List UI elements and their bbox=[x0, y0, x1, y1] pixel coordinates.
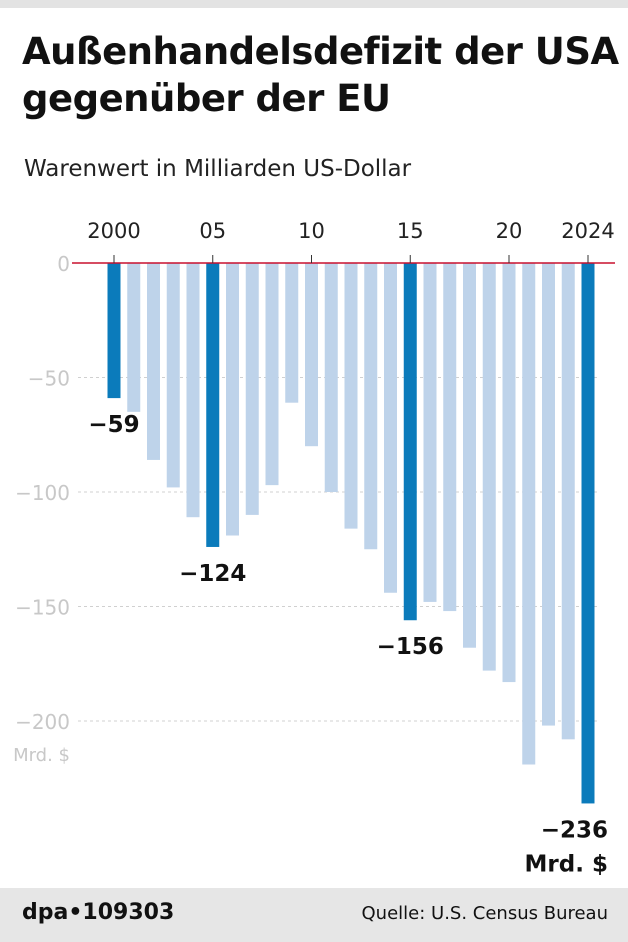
bar-2022 bbox=[542, 263, 555, 726]
bar-2007 bbox=[245, 263, 259, 515]
bar-2006 bbox=[226, 263, 239, 536]
top-strip bbox=[0, 0, 628, 8]
bar-2005 bbox=[206, 263, 220, 547]
footer: dpa•109303 Quelle: U.S. Census Bureau bbox=[0, 888, 628, 942]
bar-2002 bbox=[147, 263, 160, 460]
bar-2019 bbox=[482, 263, 496, 671]
y-tick-label: −100 bbox=[15, 481, 70, 505]
y-tick-label: −150 bbox=[15, 596, 70, 620]
bar-2018 bbox=[463, 263, 476, 648]
bar-2003 bbox=[166, 263, 180, 488]
bar-2012 bbox=[344, 263, 358, 529]
bar-2016 bbox=[423, 263, 437, 602]
bar-2023 bbox=[561, 263, 575, 740]
y-tick-label: −50 bbox=[28, 367, 70, 391]
bar-2024 bbox=[581, 263, 595, 804]
y-axis-unit: Mrd. $ bbox=[13, 745, 70, 766]
bar-2015 bbox=[403, 263, 417, 621]
bar-2004 bbox=[186, 263, 200, 518]
y-tick-label: −200 bbox=[15, 710, 70, 734]
bar-2017 bbox=[443, 263, 457, 612]
x-tick-label: 05 bbox=[199, 219, 226, 243]
bar-2009 bbox=[285, 263, 299, 403]
bar-2020 bbox=[502, 263, 516, 683]
chart-subtitle: Warenwert in Milliarden US-Dollar bbox=[24, 156, 412, 182]
data-label-2000: −59 bbox=[88, 412, 139, 438]
chart-title: Außenhandelsdefizit der USA gegenüber de… bbox=[22, 30, 619, 120]
bar-2011 bbox=[324, 263, 338, 492]
agency-label: dpa•109303 bbox=[22, 900, 175, 925]
x-tick-label: 2000 bbox=[87, 219, 140, 243]
source-label: Quelle: U.S. Census Bureau bbox=[361, 903, 609, 924]
bar-2021 bbox=[522, 263, 536, 765]
bar-2000 bbox=[107, 263, 121, 399]
y-tick-label: 0 bbox=[57, 252, 70, 276]
bar-2008 bbox=[265, 263, 279, 486]
data-label-2015: −156 bbox=[377, 634, 444, 660]
data-label-unit: Mrd. $ bbox=[525, 851, 608, 877]
bar-2014 bbox=[384, 263, 397, 593]
bar-2001 bbox=[127, 263, 141, 412]
bar-2010 bbox=[305, 263, 318, 447]
x-tick-label: 15 bbox=[397, 219, 424, 243]
x-tick-label: 10 bbox=[298, 219, 325, 243]
x-tick-label: 2024 bbox=[561, 219, 614, 243]
data-label-2005: −124 bbox=[179, 561, 246, 587]
data-label-2024: −236 bbox=[541, 817, 608, 843]
x-tick-label: 20 bbox=[496, 219, 523, 243]
bar-2013 bbox=[364, 263, 378, 550]
